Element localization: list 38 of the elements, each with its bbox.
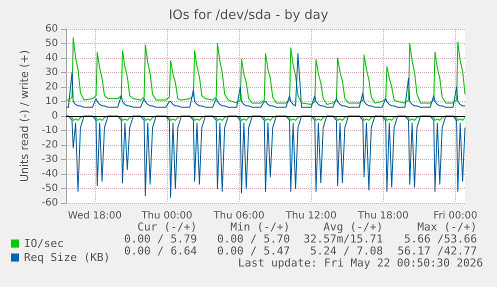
text: 5.24 / 7.08 xyxy=(310,244,383,258)
text: 5.66 /53.66 xyxy=(404,232,477,246)
y-axis-title: Units read (-) / write (+) xyxy=(18,50,31,182)
y-tick-label: 10 xyxy=(45,96,58,107)
text: 0.00 / 5.47 xyxy=(217,244,290,258)
text: 0.00 / 6.64 xyxy=(124,244,198,258)
y-tick-label: -40 xyxy=(42,168,58,180)
y-tick-label: 50 xyxy=(45,38,58,49)
legend-label: Req Size (KB) xyxy=(24,251,110,264)
text: 0.00 / 5.70 xyxy=(217,232,290,246)
y-tick-label: -10 xyxy=(42,125,58,136)
text: 56.17 /42.77 xyxy=(398,244,477,258)
y-tick-label: -30 xyxy=(42,154,58,165)
legend-label: IO/sec xyxy=(24,237,64,250)
text: Last update: Fri May 22 00:50:30 2026 xyxy=(238,256,483,270)
y-tick-label: 40 xyxy=(45,52,58,64)
text: Cur (-/+) xyxy=(137,220,197,234)
y-tick-label: 60 xyxy=(45,24,58,34)
text: 0.00 / 5.79 xyxy=(124,232,197,246)
line-series xyxy=(66,53,466,108)
y-tick-label: 20 xyxy=(45,82,58,92)
y-tick-label: 30 xyxy=(45,67,58,78)
x-tick-label: Thu 12:00 xyxy=(284,210,337,222)
x-tick-label: Thu 06:00 xyxy=(212,210,264,222)
text: 32.57m/15.71 xyxy=(304,232,383,246)
y-tick-label: 0 xyxy=(52,110,58,122)
y-tick-label: -50 xyxy=(42,183,58,194)
text: Max (-/+) xyxy=(417,220,477,234)
line-series xyxy=(66,37,466,105)
text: Avg (-/+) xyxy=(323,220,383,234)
y-tick-label: -60 xyxy=(42,198,58,208)
x-tick-label: Wed 18:00 xyxy=(68,210,122,222)
y-tick-label: -20 xyxy=(42,140,58,150)
x-tick-label: Fri 00:00 xyxy=(433,210,478,222)
text: Min (-/+) xyxy=(230,220,290,234)
x-tick-label: Thu 18:00 xyxy=(356,210,409,222)
chart-title: IOs for /dev/sda - by day xyxy=(168,8,329,23)
x-tick-label: Thu 00:00 xyxy=(140,210,192,222)
